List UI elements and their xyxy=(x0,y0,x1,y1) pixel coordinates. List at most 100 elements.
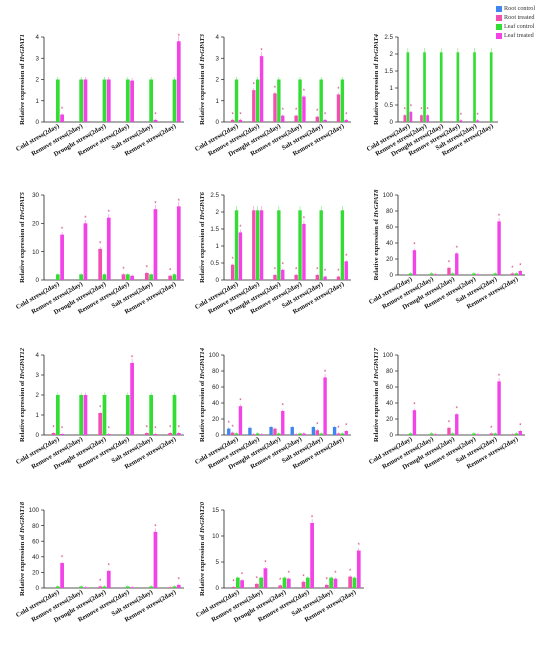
bar-leaf-control xyxy=(514,273,519,275)
legend-label: Root treated xyxy=(504,14,535,21)
bar-leaf-treated xyxy=(60,234,64,280)
bar-root-treated xyxy=(315,430,319,435)
significance-star: * xyxy=(448,420,451,426)
bar-leaf-treated xyxy=(106,570,111,588)
bar-leaf-control xyxy=(408,433,413,435)
y-axis-label-gene: HvGPAT8 xyxy=(373,189,380,218)
bar-leaf-control xyxy=(172,586,177,588)
bar-leaf-treated xyxy=(286,578,291,588)
y-axis-label-gene: HvGPAT14 xyxy=(199,347,206,380)
y-tick-label: 2 xyxy=(216,77,220,84)
bar-leaf-control xyxy=(256,79,260,122)
significance-star: * xyxy=(498,374,501,380)
bar-root-treated xyxy=(447,267,451,275)
y-axis-label-gene: HvGPAT5 xyxy=(19,191,26,220)
significance-star: * xyxy=(239,399,242,405)
bar-leaf-treated xyxy=(455,414,459,435)
y-tick-label: 0 xyxy=(216,585,220,592)
bar-root-treated xyxy=(510,273,515,275)
bar-root-treated xyxy=(315,274,319,280)
significance-star: * xyxy=(178,577,181,583)
y-axis-label: Relative expression of HvGPAT18 xyxy=(19,501,26,596)
significance-star: * xyxy=(256,576,259,582)
significance-star: * xyxy=(302,574,305,580)
bar-root-control xyxy=(332,427,337,435)
significance-star: * xyxy=(316,423,319,429)
bar-root-treated xyxy=(447,427,451,435)
y-tick-label: 3 xyxy=(216,55,220,62)
bar-leaf-control xyxy=(149,586,154,588)
y-axis-label-gene: HvGPAT4 xyxy=(373,33,380,62)
significance-star: * xyxy=(108,427,111,433)
significance-star: * xyxy=(413,403,416,409)
bar-leaf-treated xyxy=(106,434,111,435)
y-tick-label: 3 xyxy=(36,372,40,379)
significance-star: * xyxy=(426,108,429,114)
bar-leaf-control xyxy=(125,274,130,280)
bar-leaf-treated xyxy=(83,395,88,435)
bar-leaf-control xyxy=(282,577,287,588)
bar-leaf-control xyxy=(352,577,357,588)
bar-leaf-control xyxy=(172,395,177,435)
bar-root-treated xyxy=(98,248,103,280)
bar-leaf-treated xyxy=(153,119,158,122)
y-axis-label: Relative expression of HvGPAT8 xyxy=(373,189,380,280)
significance-star: * xyxy=(337,426,340,432)
y-tick-label: 0 xyxy=(390,119,394,126)
y-tick-label: 2.5 xyxy=(384,34,393,41)
bar-leaf-control xyxy=(489,52,493,122)
significance-star: * xyxy=(131,356,134,362)
bar-root-treated xyxy=(348,576,353,588)
bar-leaf-control xyxy=(102,79,107,122)
significance-star: * xyxy=(154,524,157,530)
y-tick-label: 5 xyxy=(216,559,220,566)
bar-root-control xyxy=(227,428,231,435)
bar-leaf-control xyxy=(456,52,460,122)
y-tick-label: 4 xyxy=(36,34,40,41)
bar-leaf-treated xyxy=(60,563,64,588)
bar-leaf-control xyxy=(125,395,130,435)
y-tick-label: 40 xyxy=(386,240,393,247)
bar-leaf-control xyxy=(493,433,497,435)
bar-root-treated xyxy=(336,94,341,122)
bar-leaf-treated xyxy=(323,276,327,280)
significance-star: * xyxy=(228,421,231,427)
significance-star: * xyxy=(303,89,306,95)
bar-leaf-treated xyxy=(344,431,348,435)
y-tick-label: 0 xyxy=(216,432,220,439)
bar-leaf-control xyxy=(256,210,260,280)
significance-star: * xyxy=(108,210,111,216)
significance-star: * xyxy=(490,426,493,432)
y-tick-label: 0 xyxy=(36,119,40,126)
y-axis-label: Relative expression of HvGPAT1 xyxy=(19,34,26,125)
significance-star: * xyxy=(61,107,64,113)
significance-star: * xyxy=(295,267,298,273)
significance-star: * xyxy=(326,577,329,583)
y-axis-label: Relative expression of HvGPAT6 xyxy=(199,191,206,282)
y-tick-label: 20 xyxy=(386,416,393,423)
y-tick-label: 100 xyxy=(209,352,220,359)
bar-root-treated xyxy=(168,587,173,588)
bar-leaf-treated xyxy=(83,223,88,280)
bar-leaf-control xyxy=(472,433,476,435)
bar-leaf-treated xyxy=(83,587,88,588)
bar-leaf-treated xyxy=(302,433,306,435)
y-tick-label: 0 xyxy=(36,277,40,284)
significance-star: * xyxy=(448,260,451,266)
y-tick-label: 0.5 xyxy=(384,102,393,109)
bar-root-treated xyxy=(144,272,149,280)
legend: Root control Root treated Leaf control L… xyxy=(496,4,550,40)
bar-root-treated xyxy=(230,119,235,122)
y-tick-label: 20 xyxy=(212,416,219,423)
significance-star: * xyxy=(239,112,242,118)
bar-leaf-treated xyxy=(476,274,480,275)
bar-root-treated xyxy=(294,115,298,122)
y-tick-label: 40 xyxy=(212,400,219,407)
y-tick-label: 0 xyxy=(36,585,40,592)
bar-leaf-control xyxy=(319,79,323,122)
bar-leaf-treated xyxy=(426,115,429,122)
bar-leaf-control xyxy=(234,79,239,122)
